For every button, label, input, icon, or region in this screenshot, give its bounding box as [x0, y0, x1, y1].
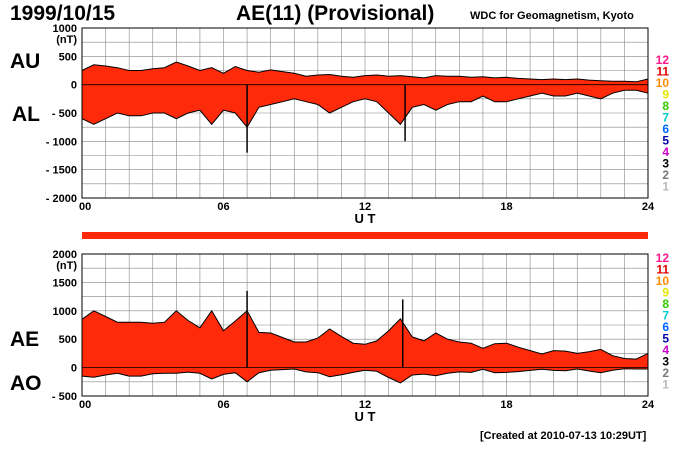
y-unit-label: (nT) [56, 260, 77, 272]
legend-item: 6 [662, 122, 669, 136]
ae-label: AE [10, 328, 40, 351]
y-tick-label: 500 [59, 334, 77, 346]
legend-item: 11 [656, 263, 669, 277]
envelope-area [82, 310, 648, 383]
legend-item: 3 [662, 355, 669, 369]
x-tick-label: 12 [359, 201, 371, 213]
x-axis-label: U T [355, 409, 376, 424]
y-unit-label: (nT) [56, 34, 77, 46]
legend-item: 8 [662, 99, 669, 113]
legend-item: 9 [662, 286, 669, 300]
legend-item: 3 [662, 157, 669, 171]
x-axis-label: U T [355, 211, 376, 226]
legend-item: 8 [662, 297, 669, 311]
legend-item: 10 [656, 76, 670, 90]
y-tick-label: - 500 [52, 108, 77, 120]
legend-item: 6 [662, 320, 669, 334]
envelope-area [82, 62, 648, 128]
x-tick-label: 24 [642, 399, 655, 411]
y-tick-label: 500 [59, 51, 77, 63]
date-label: 1999/10/15 [10, 2, 116, 25]
series-line-ae [81, 309, 649, 360]
al-label: AL [12, 103, 40, 126]
created-timestamp: [Created at 2010-07-13 10:29UT] [480, 430, 647, 442]
plot-frame [81, 253, 649, 397]
legend-item: 9 [662, 88, 669, 102]
divider-bar [82, 232, 648, 239]
y-tick-label: - 1500 [46, 165, 77, 177]
legend-item: 12 [656, 251, 670, 265]
legend-item: 2 [662, 168, 669, 182]
x-tick-label: 00 [79, 201, 91, 213]
y-tick-label: 2000 [53, 249, 77, 261]
series-line-al [81, 89, 649, 129]
series-line-ao [81, 368, 648, 384]
au-label: AU [10, 50, 41, 73]
legend-item: 11 [656, 65, 669, 79]
x-tick-label: 18 [500, 201, 512, 213]
x-tick-label: 06 [217, 399, 229, 411]
legend-item: 4 [662, 145, 669, 159]
y-tick-label: 1000 [53, 23, 77, 35]
x-tick-label: 00 [79, 399, 91, 411]
credit-label: WDC for Geomagnetism, Kyoto [470, 10, 634, 22]
y-tick-label: - 500 [52, 391, 77, 403]
y-tick-label: 1500 [53, 277, 77, 289]
legend-item: 5 [662, 134, 669, 148]
x-tick-label: 24 [642, 201, 655, 213]
legend-item: 7 [662, 309, 669, 323]
ae-ao-panel: 2000 1500 1000 500 0 - 500 (nT) 00 06 12 18 24 U T [52, 249, 655, 424]
y-tick-label: 1000 [53, 306, 77, 318]
x-tick-label: 18 [500, 399, 512, 411]
chart-title: AE(11) (Provisional) [236, 2, 435, 25]
legend-item: 7 [662, 111, 669, 125]
x-tick-label: 06 [217, 201, 229, 213]
legend-item: 12 [656, 53, 670, 67]
legend-item: 2 [662, 366, 669, 380]
series-line-au [81, 61, 649, 83]
y-tick-label: - 2000 [46, 193, 77, 205]
y-tick-label: 0 [71, 363, 77, 375]
legend-item: 5 [662, 332, 669, 346]
y-tick-label: 0 [71, 80, 77, 92]
y-tick-label: - 1000 [46, 136, 77, 148]
au-al-panel: 1000 500 0 - 500 - 1000 - 1500 - 2000 (nT) 00 06 1… [46, 23, 655, 226]
legend-item: 10 [656, 274, 670, 288]
legend-item: 4 [662, 343, 669, 357]
plot-frame [81, 27, 649, 199]
legend-item: 1 [662, 378, 669, 392]
legend-item: 1 [662, 180, 669, 194]
ao-label: AO [10, 372, 42, 395]
x-tick-label: 12 [359, 399, 371, 411]
